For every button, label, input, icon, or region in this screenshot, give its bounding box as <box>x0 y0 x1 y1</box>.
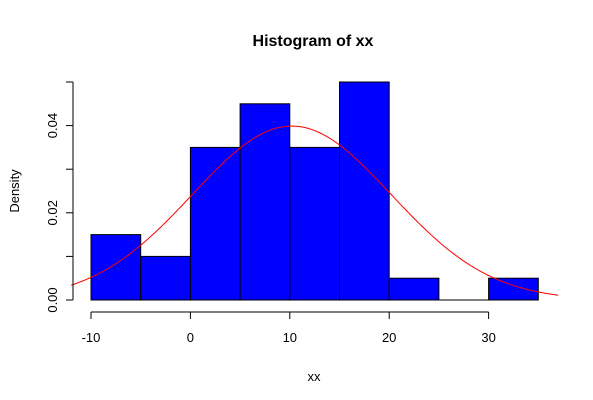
histogram-bar-5 <box>339 81 390 301</box>
histogram-bar-4 <box>289 146 340 301</box>
histogram-bar-2 <box>189 146 241 301</box>
histogram-bar-6 <box>388 277 440 301</box>
y-tick-label: 0.04 <box>45 113 60 138</box>
histogram-bar-8 <box>488 277 539 301</box>
x-tick-label: 10 <box>283 330 297 345</box>
y-tick-label: 0.02 <box>45 200 60 225</box>
x-tick-label: 20 <box>382 330 396 345</box>
histogram-bar-0 <box>90 234 142 301</box>
x-axis-label: xx <box>308 369 322 384</box>
x-tick-label: 30 <box>481 330 495 345</box>
y-axis: 0.00 0.02 0.04 <box>45 81 74 313</box>
density-curve <box>70 125 559 296</box>
histogram-bar-3 <box>239 103 291 301</box>
histogram-bar-1 <box>140 255 191 301</box>
x-tick-label: -10 <box>82 330 101 345</box>
y-axis-label: Density <box>7 169 22 213</box>
plot-area <box>70 81 559 301</box>
x-axis: -10 0 10 20 30 <box>82 311 496 345</box>
chart-title: Histogram of xx <box>253 33 374 50</box>
y-tick-label: 0.00 <box>45 287 60 312</box>
x-tick-label: 0 <box>187 330 194 345</box>
